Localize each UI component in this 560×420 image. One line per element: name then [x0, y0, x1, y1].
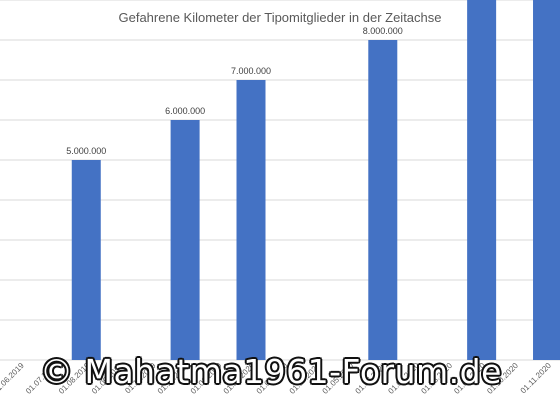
- bar-01.06.2020: [368, 40, 397, 360]
- data-label: 7.000.000: [231, 66, 271, 76]
- x-tick-label: 01.06.2019: [0, 361, 26, 396]
- bar-01.02.2020: [237, 80, 266, 360]
- data-label: 5.000.000: [66, 146, 106, 156]
- bar-01.08.2019: [72, 160, 101, 360]
- bar-01.09.2020: [467, 0, 496, 360]
- watermark: © Mahatma1961-Forum.de: [40, 352, 502, 391]
- data-label: 6.000.000: [165, 106, 205, 116]
- bar-01.12.2019: [171, 120, 200, 360]
- bar-01.11.2020: [533, 0, 560, 360]
- data-label: 8.000.000: [363, 26, 403, 36]
- x-tick-label: 01.11.2020: [519, 361, 554, 396]
